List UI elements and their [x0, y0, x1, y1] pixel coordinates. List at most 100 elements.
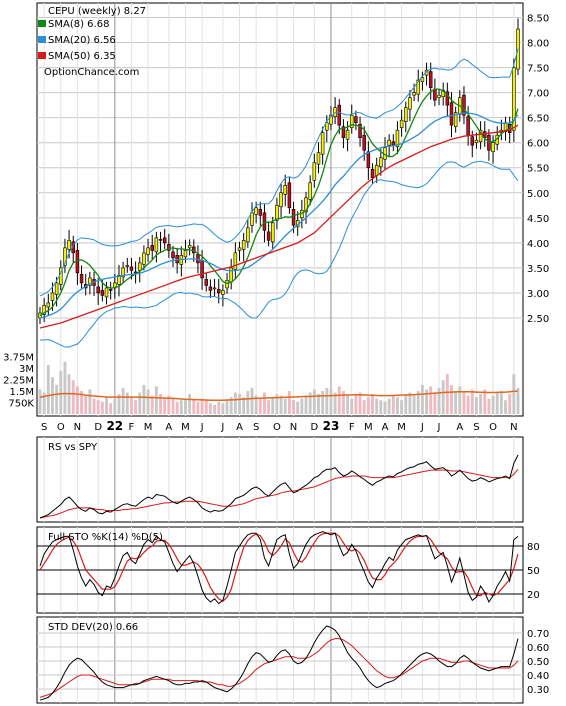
candle-body	[50, 292, 55, 301]
candle-body	[96, 286, 100, 294]
candle-body	[246, 227, 250, 243]
price-tick-label: 8.00	[527, 39, 549, 50]
price-title: CEPU (weekly) 8.27	[48, 6, 146, 17]
candle-body	[275, 205, 279, 221]
sto-panel-label: Full STO %K(14) %D(5)	[48, 532, 163, 543]
candle-body	[320, 132, 325, 155]
volume-bar	[88, 389, 92, 414]
volume-bar	[333, 392, 337, 414]
price-tick-label: 7.50	[527, 64, 549, 75]
x-axis-label: D	[94, 422, 102, 433]
candle-body	[325, 122, 329, 131]
volume-bar	[362, 400, 366, 414]
volume-bar	[433, 392, 437, 414]
volume-bar	[55, 384, 59, 414]
candle-body	[262, 212, 267, 231]
std-tick-label: 0.70	[527, 629, 549, 640]
volume-bar	[59, 371, 63, 414]
candle-body	[316, 152, 321, 165]
volume-bar	[474, 397, 478, 414]
volume-bar	[396, 397, 399, 414]
price-tick-label: 6.00	[527, 139, 549, 150]
volume-bar	[450, 384, 453, 414]
volume-bar	[38, 389, 42, 414]
volume-bar	[325, 387, 329, 414]
candle-body	[237, 247, 242, 251]
indicator-lines	[39, 48, 519, 701]
volume-tick-label: 750K	[8, 399, 34, 410]
legend-sma8-label: SMA(8) 6.68	[48, 19, 109, 30]
x-axis-label: J	[220, 422, 224, 433]
volume-bar	[350, 398, 354, 414]
sma20-line	[39, 112, 519, 319]
candle-body	[108, 289, 113, 291]
sma50-line	[39, 124, 519, 329]
volume-bar	[437, 387, 441, 414]
candle-body	[412, 92, 416, 96]
volume-bar	[346, 395, 350, 414]
candle-body	[449, 102, 454, 126]
volume-bar	[121, 387, 125, 414]
volume-bar	[470, 389, 474, 414]
volume-bar	[167, 395, 171, 414]
volume-bar	[420, 384, 424, 414]
volume-bar	[491, 395, 495, 414]
volume-bar	[516, 387, 520, 414]
candle-body	[63, 247, 67, 266]
volume-bar	[117, 394, 121, 414]
volume-bar	[92, 398, 96, 414]
candle-body	[362, 134, 366, 151]
candle-body	[266, 231, 271, 241]
sma8-line	[39, 88, 519, 317]
x-axis-label: O	[489, 422, 497, 433]
candle-body	[399, 119, 404, 128]
volume-bar	[425, 389, 428, 414]
candle-body	[54, 282, 59, 295]
volume-bar	[404, 394, 408, 414]
candle-body	[404, 107, 408, 122]
sto-tick-label: 20	[527, 590, 540, 601]
volume-bar	[341, 391, 345, 414]
legend-sma20-swatch	[38, 36, 46, 43]
legend-sma50-swatch	[38, 52, 46, 59]
volume-bar	[134, 400, 138, 414]
candle-body	[67, 240, 71, 250]
std-tick-label: 0.30	[527, 685, 549, 696]
volume-bar	[466, 395, 470, 414]
volume-bar	[375, 398, 379, 414]
x-axis-label: M	[364, 422, 373, 433]
price-tick-label: 5.50	[527, 164, 549, 175]
volume-bar	[208, 403, 212, 414]
volume-bar	[495, 392, 499, 414]
std-tick-label: 0.40	[527, 671, 549, 682]
x-axis-label: A	[165, 422, 172, 433]
volume-bar	[75, 386, 79, 414]
candle-body	[129, 266, 134, 271]
volume-bar	[42, 392, 46, 414]
x-axis-label: N	[74, 422, 81, 433]
volume-bar	[258, 398, 262, 414]
candle-body	[466, 116, 470, 136]
volume-bar	[196, 401, 200, 414]
volume-bar	[217, 401, 221, 414]
candle-body	[462, 94, 466, 116]
x-axis-label: J	[437, 422, 441, 433]
candle-body	[374, 164, 379, 176]
volume-bar	[171, 398, 175, 414]
volume-bar	[371, 394, 374, 414]
candle-body	[117, 275, 121, 285]
volume-bar	[408, 392, 412, 414]
std-panel-frame	[36, 616, 524, 704]
volume-bar	[416, 391, 420, 414]
volume-bar	[429, 386, 433, 414]
candle-body	[183, 250, 188, 258]
volume-bar	[109, 403, 113, 414]
std-tick-label: 0.60	[527, 643, 549, 654]
price-legend: CEPU (weekly) 8.27 SMA(8) 6.68 SMA(20) 6…	[38, 6, 146, 78]
price-tick-label: 4.00	[527, 239, 549, 250]
candle-body	[437, 94, 441, 98]
candle-body	[171, 251, 175, 259]
volume-bar	[304, 395, 308, 414]
candle-body	[366, 151, 371, 169]
price-candles	[38, 18, 520, 324]
